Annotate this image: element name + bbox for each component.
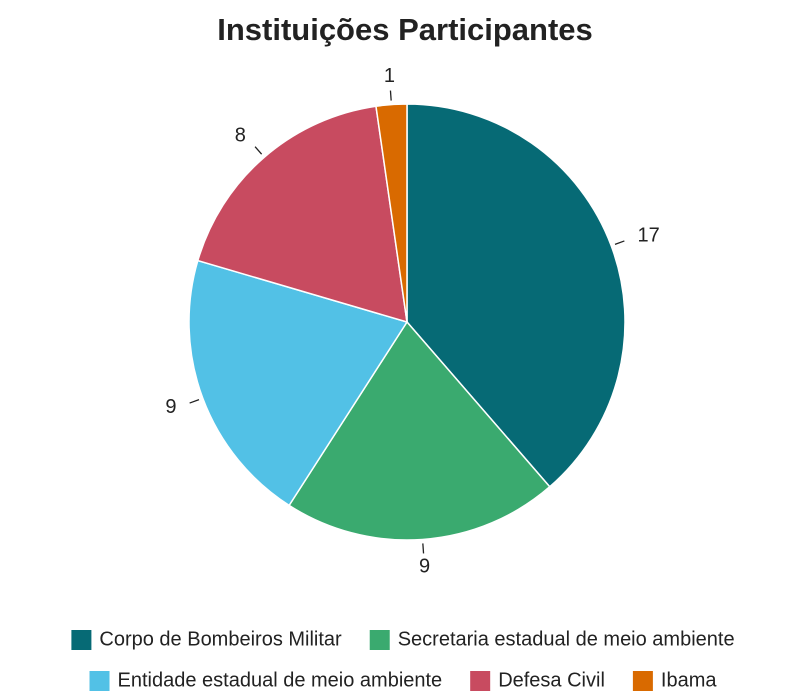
data-label: 17	[637, 224, 659, 246]
pie-slice	[188, 259, 409, 507]
leader-line	[422, 543, 425, 554]
data-label: 1	[384, 65, 395, 87]
leader-line	[389, 90, 392, 101]
pie-slice	[288, 320, 551, 541]
pie-slice	[196, 105, 408, 324]
legend-label: Entidade estadual de meio ambiente	[118, 669, 443, 691]
legend-label: Secretaria estadual de meio ambiente	[398, 628, 735, 650]
legend-swatch	[632, 671, 653, 691]
data-label: 9	[419, 556, 430, 578]
legend-swatch	[369, 630, 390, 650]
legend-swatch	[470, 671, 491, 691]
pie-slice	[375, 103, 408, 323]
chart-title: Instituições Participantes	[217, 12, 593, 47]
legend-swatch	[71, 630, 92, 650]
legend-swatch	[89, 671, 110, 691]
leader-line	[189, 398, 200, 404]
leader-line	[614, 240, 625, 246]
legend-label: Defesa Civil	[498, 669, 605, 691]
leader-line	[254, 146, 263, 155]
legend-label: Corpo de Bombeiros Militar	[99, 628, 342, 650]
pie-slice	[406, 103, 626, 488]
legend-label: Ibama	[661, 669, 717, 691]
data-label: 8	[235, 124, 246, 146]
data-label: 9	[165, 396, 176, 418]
